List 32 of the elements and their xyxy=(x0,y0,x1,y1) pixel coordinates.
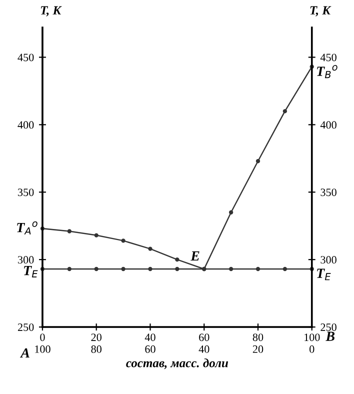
annotation: T$_{A}$$^{o}$ xyxy=(17,221,38,234)
y2-tick-label: 300 xyxy=(320,256,336,264)
x2-tick-label: 40 xyxy=(198,345,210,353)
annotation: T$_{E}$ xyxy=(317,268,331,280)
x2-tick-label: 60 xyxy=(145,345,156,353)
y2-tick-label: 250 xyxy=(320,323,336,331)
x-tick-label: 100 xyxy=(304,334,320,342)
text: A xyxy=(20,348,30,358)
x-tick-label: 0 xyxy=(40,334,45,342)
annotation: E xyxy=(190,251,200,261)
y2-tick-label: 400 xyxy=(320,121,336,129)
x2-tick-label: 20 xyxy=(252,345,264,353)
y-tick-label: 300 xyxy=(18,256,34,264)
y-tick-label: 400 xyxy=(18,121,34,129)
x2-tick-label: 80 xyxy=(91,345,102,353)
x-axis-title: состав, масс. доли xyxy=(126,358,228,370)
y2-tick-label: 450 xyxy=(320,54,336,62)
y-axis-title: T, K xyxy=(40,6,62,16)
x-tick-label: 40 xyxy=(144,334,156,342)
x-tick-label: 60 xyxy=(199,334,210,342)
y-tick-label: 350 xyxy=(18,188,34,196)
annotation: T$_{B}$$^{o}$ xyxy=(317,65,338,78)
y2-axis-title: T, K xyxy=(310,6,332,16)
y-tick-label: 250 xyxy=(18,323,34,331)
x2-tick-label: 100 xyxy=(35,345,50,353)
text: B xyxy=(326,332,335,341)
x-tick-label: 80 xyxy=(252,334,264,342)
x2-tick-label: 0 xyxy=(310,345,314,353)
annotation: T$_{E}$ xyxy=(24,266,38,278)
y-tick-label: 450 xyxy=(18,54,34,62)
y2-tick-label: 350 xyxy=(320,188,336,196)
x-tick-label: 20 xyxy=(91,334,102,342)
